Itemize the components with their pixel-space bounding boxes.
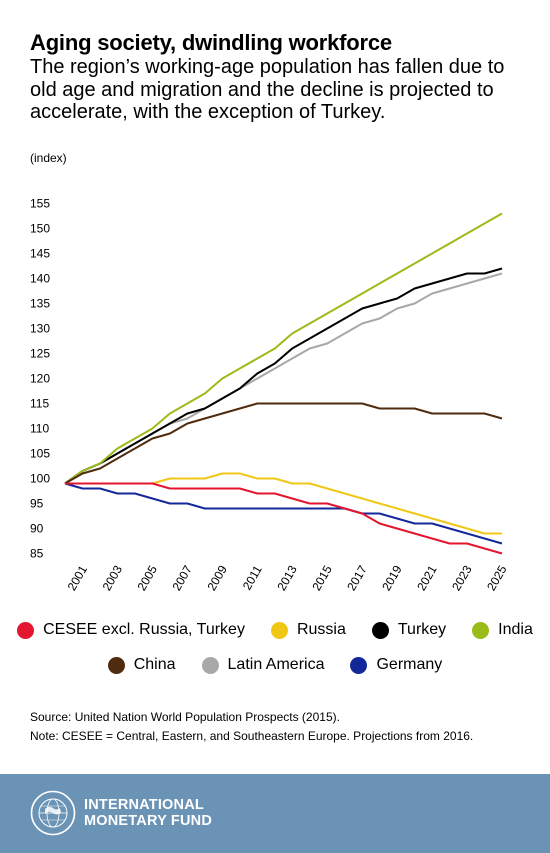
x-tick-label: 2009: [204, 563, 230, 593]
x-tick-label: 2021: [414, 563, 440, 593]
legend-swatch-cesee: [17, 621, 35, 639]
chart-subtitle: The region’s working-age population has …: [30, 56, 505, 123]
series-line-germany: [64, 482, 503, 545]
legend-item-germany: Germany: [350, 656, 442, 674]
y-tick-label: 150: [30, 222, 50, 236]
series-line-china: [64, 402, 503, 485]
legend-swatch-china: [107, 656, 125, 674]
y-tick-label: 135: [30, 297, 50, 311]
legend-item-russia: Russia: [270, 621, 346, 639]
footnote: Note: CESEE = Central, Eastern, and Sout…: [30, 729, 474, 743]
legend-label-china: China: [133, 656, 176, 673]
legend-label-germany: Germany: [376, 656, 443, 673]
y-tick-label: 120: [30, 372, 50, 386]
imf-logo-line-1: INTERNATIONAL: [84, 797, 204, 813]
legend-row-1: CESEE excl. Russia, Turkey Russia Turkey…: [0, 621, 550, 639]
legend-item-latin-america: Latin America: [201, 656, 325, 674]
y-tick-label: 90: [30, 522, 44, 536]
y-tick-label: 105: [30, 447, 50, 461]
x-tick-label: 2023: [449, 563, 475, 593]
legend-swatch-germany: [350, 656, 368, 674]
y-tick-label: 140: [30, 272, 50, 286]
source-note: Source: United Nation World Population P…: [30, 710, 340, 724]
line-chart: 85 90 95 100 105 110 115 120 125 130 135 140 145 150 1…: [30, 197, 510, 594]
x-tick-label: 2017: [344, 563, 370, 593]
legend-swatch-russia: [270, 621, 288, 639]
x-tick-label: 2025: [484, 563, 510, 593]
y-tick-label: 125: [30, 347, 50, 361]
y-tick-label: 130: [30, 322, 50, 336]
y-tick-label: 155: [30, 197, 50, 211]
y-axis-ticks: 85 90 95 100 105 110 115 120 125 130 135 140 145 150 1…: [30, 197, 50, 561]
y-tick-label: 100: [30, 472, 50, 486]
x-tick-label: 2011: [240, 563, 265, 593]
legend-label-russia: Russia: [296, 621, 346, 638]
x-tick-label: 2001: [65, 563, 91, 593]
legend-swatch-india: [472, 621, 490, 639]
legend-item-cesee: CESEE excl. Russia, Turkey: [17, 621, 245, 639]
series-line-india: [64, 212, 503, 485]
y-tick-label: 145: [30, 247, 50, 261]
x-axis-ticks: 2001 2003 2005 2007 2009 2011 2013 2015 2017 2019…: [65, 563, 510, 593]
legend-label-india: India: [498, 621, 533, 638]
legend-item-turkey: Turkey: [371, 621, 447, 639]
y-tick-label: 110: [30, 422, 49, 436]
y-tick-label: 115: [30, 397, 49, 411]
imf-seal-icon: [30, 790, 76, 836]
chart-title: Aging society, dwindling workforce: [30, 30, 392, 55]
legend-item-china: China: [107, 656, 176, 674]
x-tick-label: 2013: [274, 563, 300, 593]
x-tick-label: 2007: [169, 563, 195, 593]
legend-label-latin-america: Latin America: [227, 656, 325, 673]
legend-label-cesee: CESEE excl. Russia, Turkey: [43, 621, 245, 638]
y-tick-label: 85: [30, 547, 44, 561]
x-tick-label: 2003: [100, 563, 126, 593]
imf-logo-text: INTERNATIONAL MONETARY FUND: [84, 797, 212, 829]
series-line-turkey: [64, 267, 503, 485]
imf-logo-line-2: MONETARY FUND: [84, 812, 212, 829]
legend-row-2: China Latin America Germany: [0, 656, 550, 674]
series-lines: [64, 212, 503, 555]
legend-label-turkey: Turkey: [397, 621, 447, 638]
x-tick-label: 2019: [379, 563, 405, 593]
y-axis-unit: (index): [30, 151, 67, 165]
legend-item-india: India: [472, 621, 533, 639]
x-tick-label: 2015: [309, 563, 335, 593]
y-tick-label: 95: [30, 497, 44, 511]
series-line-cesee-excl-russia-turkey: [65, 482, 503, 555]
legend-swatch-turkey: [371, 621, 389, 639]
x-tick-label: 2005: [135, 563, 161, 593]
imf-footer-bar: INTERNATIONAL MONETARY FUND: [0, 774, 550, 853]
legend-swatch-latin-america: [201, 656, 219, 674]
